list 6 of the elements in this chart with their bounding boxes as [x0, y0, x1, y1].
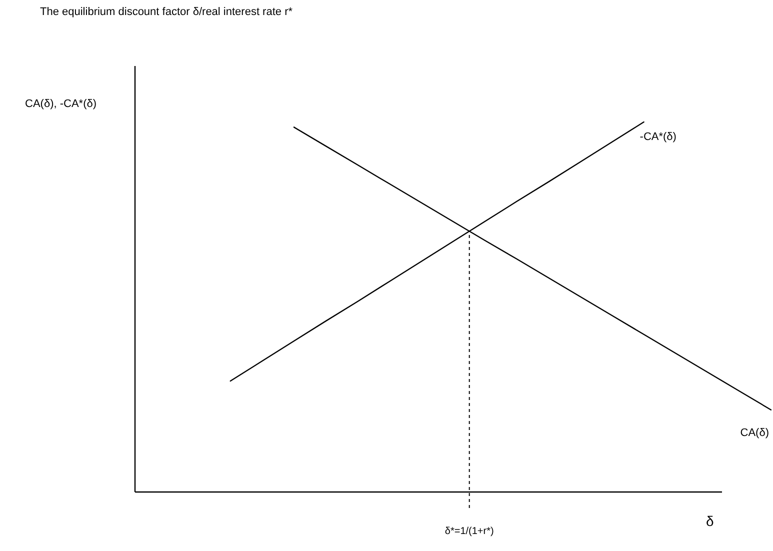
x-axis-title: δ — [706, 513, 714, 529]
chart-title: The equilibrium discount factor δ/real interest rate r* — [40, 6, 294, 18]
series-label: -CA*(δ) — [640, 131, 676, 143]
series-label: CA(δ) — [740, 426, 769, 439]
y-axis-title: CA(δ), -CA*(δ) — [25, 98, 97, 110]
text: δ*=1/(1+r*) — [444, 526, 494, 537]
